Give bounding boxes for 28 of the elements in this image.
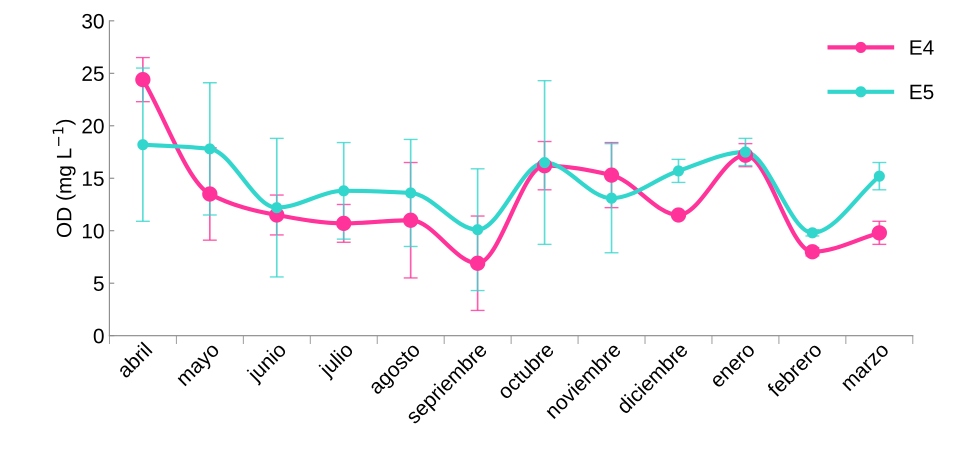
point xyxy=(472,224,484,236)
y-tick-label: 20 xyxy=(82,118,104,134)
point xyxy=(137,139,148,150)
point xyxy=(670,207,686,223)
point xyxy=(405,187,416,199)
y-tick-label: 5 xyxy=(94,276,104,291)
legend-label: E5 xyxy=(910,84,934,100)
legend-label: E4 xyxy=(910,40,934,55)
y-axis-title: OD (mg L$^{−1}$) xyxy=(52,120,76,238)
point xyxy=(604,167,620,183)
point xyxy=(874,170,885,182)
point xyxy=(135,72,150,88)
point xyxy=(271,202,282,214)
point xyxy=(872,225,887,240)
point xyxy=(672,165,684,176)
y-tick-label: 15 xyxy=(82,171,104,186)
y-tick-label: 30 xyxy=(82,14,104,29)
point xyxy=(403,212,418,228)
y-tick-label: 0 xyxy=(94,328,104,344)
point xyxy=(470,256,486,271)
point xyxy=(202,186,218,202)
point xyxy=(606,192,618,204)
point xyxy=(336,216,352,232)
point xyxy=(338,185,350,196)
point xyxy=(204,143,216,154)
point xyxy=(806,227,818,238)
y-tick-label: 10 xyxy=(82,224,104,238)
y-tick-label: 25 xyxy=(82,66,104,82)
